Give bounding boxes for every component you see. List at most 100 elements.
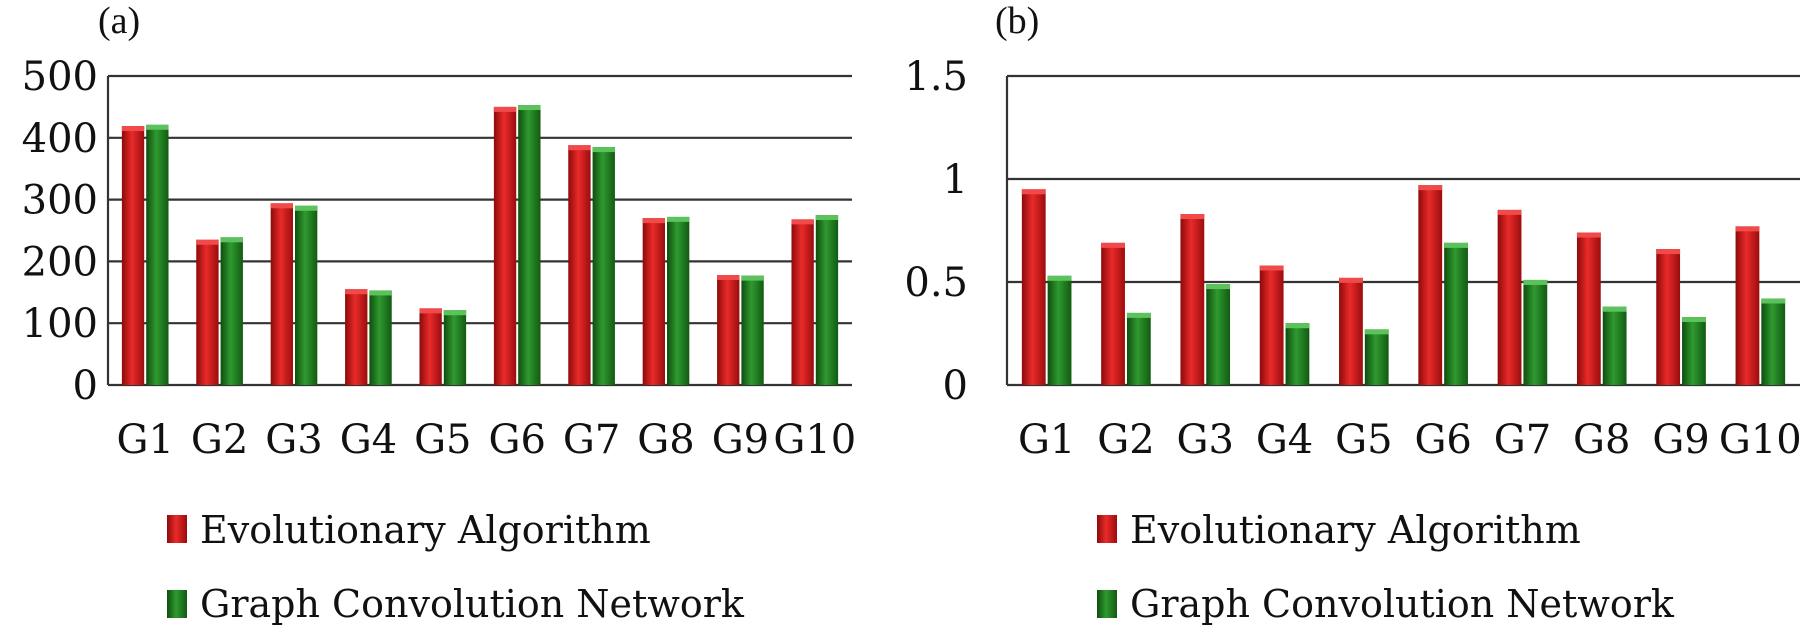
bar-evolutionary-algorithm-g8 xyxy=(1576,232,1601,385)
bar-graph-convolution-network-g5 xyxy=(443,310,467,385)
y-tick-label: 1 xyxy=(943,157,968,203)
bar-cap-graph-convolution-network-g8 xyxy=(1602,306,1627,312)
y-tick-label: 200 xyxy=(22,239,98,285)
x-tick-label: G5 xyxy=(1335,417,1392,463)
bar-evolutionary-algorithm-g9 xyxy=(717,274,740,385)
bar-evolutionary-algorithm-g3 xyxy=(270,203,293,385)
bar-graph-convolution-network-g9 xyxy=(741,275,764,385)
y-tick-label: 1.5 xyxy=(904,54,968,100)
bar-evolutionary-algorithm-g8 xyxy=(642,218,665,385)
bar-cap-graph-convolution-network-g3 xyxy=(295,205,318,211)
bar-evolutionary-algorithm-g2 xyxy=(1101,242,1125,385)
bar-cap-graph-convolution-network-g1 xyxy=(146,124,169,130)
legend-item-graph-convolution-network: Graph Convolution Network xyxy=(1097,582,1675,626)
bar-cap-graph-convolution-network-g5 xyxy=(1364,329,1389,335)
legend-label-graph-convolution-network: Graph Convolution Network xyxy=(1130,582,1675,626)
bar-graph-convolution-network-g2 xyxy=(220,237,243,385)
bar-cap-evolutionary-algorithm-g10 xyxy=(791,219,814,225)
x-tick-label: G7 xyxy=(563,417,620,463)
x-tick-label: G7 xyxy=(1494,417,1551,463)
bar-graph-convolution-network-g3 xyxy=(1206,284,1231,385)
bar-graph-convolution-network-g1 xyxy=(146,124,169,386)
y-tick-label: 100 xyxy=(22,301,98,347)
legend-label-evolutionary-algorithm: Evolutionary Algorithm xyxy=(200,508,651,552)
bar-evolutionary-algorithm-g9 xyxy=(1656,249,1681,385)
bar-graph-convolution-network-g10 xyxy=(815,215,839,385)
x-tick-label: G6 xyxy=(1414,417,1471,463)
bar-cap-graph-convolution-network-g3 xyxy=(1206,284,1231,290)
bar-evolutionary-algorithm-g1 xyxy=(1021,189,1046,385)
legend-label-evolutionary-algorithm: Evolutionary Algorithm xyxy=(1130,508,1581,552)
bar-evolutionary-algorithm-g1 xyxy=(121,126,145,386)
bar-graph-convolution-network-g4 xyxy=(1285,323,1310,385)
panel-label: (a) xyxy=(98,0,140,42)
y-tick-label: 0.5 xyxy=(904,260,968,306)
bar-cap-evolutionary-algorithm-g4 xyxy=(345,289,368,295)
legend-swatch-graph-convolution-network xyxy=(1097,590,1117,618)
chart-panel-b: (b) 0 0.5 1 1.5 G1 G2 G3 G4 G5 G6 G7 G8 G9 G10 Evolu… xyxy=(904,0,1800,626)
bar-evolutionary-algorithm-g4 xyxy=(345,289,368,385)
bar-evolutionary-algorithm-g6 xyxy=(493,106,517,386)
x-tick-label: G4 xyxy=(1256,417,1313,463)
x-tick-label: G3 xyxy=(265,417,322,463)
bar-evolutionary-algorithm-g2 xyxy=(196,239,219,385)
bar-graph-convolution-network-g6 xyxy=(518,105,541,386)
bar-cap-graph-convolution-network-g9 xyxy=(741,275,764,281)
bar-graph-convolution-network-g5 xyxy=(1364,329,1389,385)
bar-cap-evolutionary-algorithm-g5 xyxy=(1339,277,1363,283)
panel-label: (b) xyxy=(995,0,1039,42)
bar-graph-convolution-network-g7 xyxy=(1523,279,1548,385)
legend-swatch-graph-convolution-network xyxy=(167,590,187,618)
legend-swatch-evolutionary-algorithm xyxy=(167,515,187,543)
bar-graph-convolution-network-g2 xyxy=(1126,312,1151,385)
bar-evolutionary-algorithm-g4 xyxy=(1259,265,1284,385)
x-tick-label: G4 xyxy=(340,417,397,463)
bar-cap-evolutionary-algorithm-g6 xyxy=(1418,185,1443,191)
bar-cap-graph-convolution-network-g6 xyxy=(1444,242,1468,248)
x-tick-label: G3 xyxy=(1177,417,1234,463)
bar-cap-graph-convolution-network-g1 xyxy=(1047,275,1072,281)
x-tick-label: G10 xyxy=(773,417,856,463)
bar-cap-evolutionary-algorithm-g6 xyxy=(493,106,517,112)
bar-cap-evolutionary-algorithm-g9 xyxy=(717,274,740,280)
bar-graph-convolution-network-g10 xyxy=(1761,298,1786,385)
bar-graph-convolution-network-g7 xyxy=(592,147,615,385)
legend-item-evolutionary-algorithm: Evolutionary Algorithm xyxy=(1097,508,1581,552)
bar-graph-convolution-network-g1 xyxy=(1047,275,1072,385)
bar-cap-graph-convolution-network-g5 xyxy=(443,310,467,316)
bar-cap-evolutionary-algorithm-g4 xyxy=(1259,265,1284,271)
bar-evolutionary-algorithm-g10 xyxy=(1735,226,1760,385)
bar-evolutionary-algorithm-g6 xyxy=(1418,185,1443,385)
x-tick-label: G1 xyxy=(1018,417,1075,463)
legend-item-evolutionary-algorithm: Evolutionary Algorithm xyxy=(167,508,651,552)
bar-cap-graph-convolution-network-g10 xyxy=(1761,298,1786,304)
y-tick-label: 300 xyxy=(22,178,98,224)
bar-cap-evolutionary-algorithm-g3 xyxy=(1180,214,1205,220)
bar-cap-evolutionary-algorithm-g8 xyxy=(1576,232,1601,238)
x-tick-label: G5 xyxy=(414,417,471,463)
bar-cap-evolutionary-algorithm-g3 xyxy=(270,203,293,209)
bar-cap-graph-convolution-network-g4 xyxy=(369,290,392,296)
x-tick-label: G2 xyxy=(1097,417,1154,463)
bar-cap-graph-convolution-network-g7 xyxy=(1523,279,1548,285)
bar-cap-evolutionary-algorithm-g7 xyxy=(1497,209,1522,215)
y-tick-label: 400 xyxy=(22,116,98,162)
bar-graph-convolution-network-g9 xyxy=(1682,317,1706,385)
x-tick-label: G9 xyxy=(712,417,769,463)
bar-cap-graph-convolution-network-g2 xyxy=(220,237,243,243)
bar-evolutionary-algorithm-g5 xyxy=(419,308,442,385)
bar-graph-convolution-network-g8 xyxy=(1602,306,1627,385)
x-tick-label: G2 xyxy=(191,417,248,463)
bar-cap-evolutionary-algorithm-g8 xyxy=(642,218,665,224)
bar-cap-evolutionary-algorithm-g10 xyxy=(1735,226,1760,232)
bar-cap-graph-convolution-network-g4 xyxy=(1285,323,1310,329)
bar-evolutionary-algorithm-g7 xyxy=(568,145,591,385)
x-tick-label: G10 xyxy=(1719,417,1800,463)
legend-swatch-evolutionary-algorithm xyxy=(1097,515,1117,543)
x-tick-label: G9 xyxy=(1652,417,1709,463)
bar-cap-evolutionary-algorithm-g5 xyxy=(419,308,442,314)
legend: Evolutionary Algorithm Graph Convolution… xyxy=(167,508,745,626)
y-tick-label: 0 xyxy=(943,363,968,409)
